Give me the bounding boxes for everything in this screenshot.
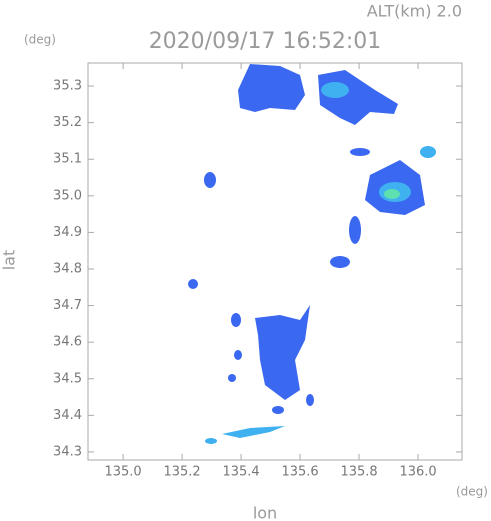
radar-echo: [420, 146, 436, 158]
radar-echo: [306, 394, 314, 406]
y-tick-label: 34.8: [53, 262, 82, 277]
radar-echoes: [188, 64, 436, 444]
radar-echo: [234, 350, 242, 360]
y-tick-label: 34.9: [53, 225, 82, 240]
radar-echo: [272, 406, 284, 414]
y-tick-label: 35.3: [53, 79, 82, 94]
x-tick-label: 135.2: [163, 465, 200, 480]
radar-echo: [330, 256, 350, 268]
radar-echo: [205, 438, 217, 444]
y-tick-label: 35.2: [53, 115, 82, 130]
x-tick-label: 136.0: [399, 465, 436, 480]
y-tick-label: 34.7: [53, 298, 82, 313]
y-tick-label: 35.1: [53, 152, 82, 167]
y-tick-label: 34.6: [53, 335, 82, 350]
x-tick-label: 135.8: [340, 465, 377, 480]
x-axis-label: lon: [253, 504, 277, 521]
y-tick-label: 35.0: [53, 188, 82, 203]
radar-echo: [350, 148, 370, 156]
radar-echo: [188, 279, 198, 289]
radar-echo: [222, 426, 285, 438]
y-unit: (deg): [24, 33, 56, 47]
radar-echo: [349, 216, 361, 244]
x-tick-label: 135.6: [281, 465, 318, 480]
x-unit: (deg): [456, 485, 488, 499]
y-axis-label: lat: [0, 250, 19, 271]
chart-title: 2020/09/17 16:52:01: [149, 29, 382, 54]
radar-echo: [231, 313, 241, 327]
plot-frame: [87, 62, 463, 461]
subtitle: ALT(km) 2.0: [367, 2, 462, 21]
radar-echo: [204, 172, 216, 188]
x-tick-label: 135.0: [104, 465, 141, 480]
radar-echo: [321, 82, 349, 98]
x-tick-label: 135.4: [222, 465, 259, 480]
radar-echo: [384, 189, 400, 199]
radar-echo: [318, 70, 398, 125]
radar-echo: [228, 374, 236, 382]
y-tick-label: 34.4: [53, 408, 82, 423]
radar-echo: [238, 64, 305, 112]
y-tick-label: 34.5: [53, 371, 82, 386]
radar-echo: [255, 305, 310, 400]
y-tick-label: 34.3: [53, 444, 82, 459]
